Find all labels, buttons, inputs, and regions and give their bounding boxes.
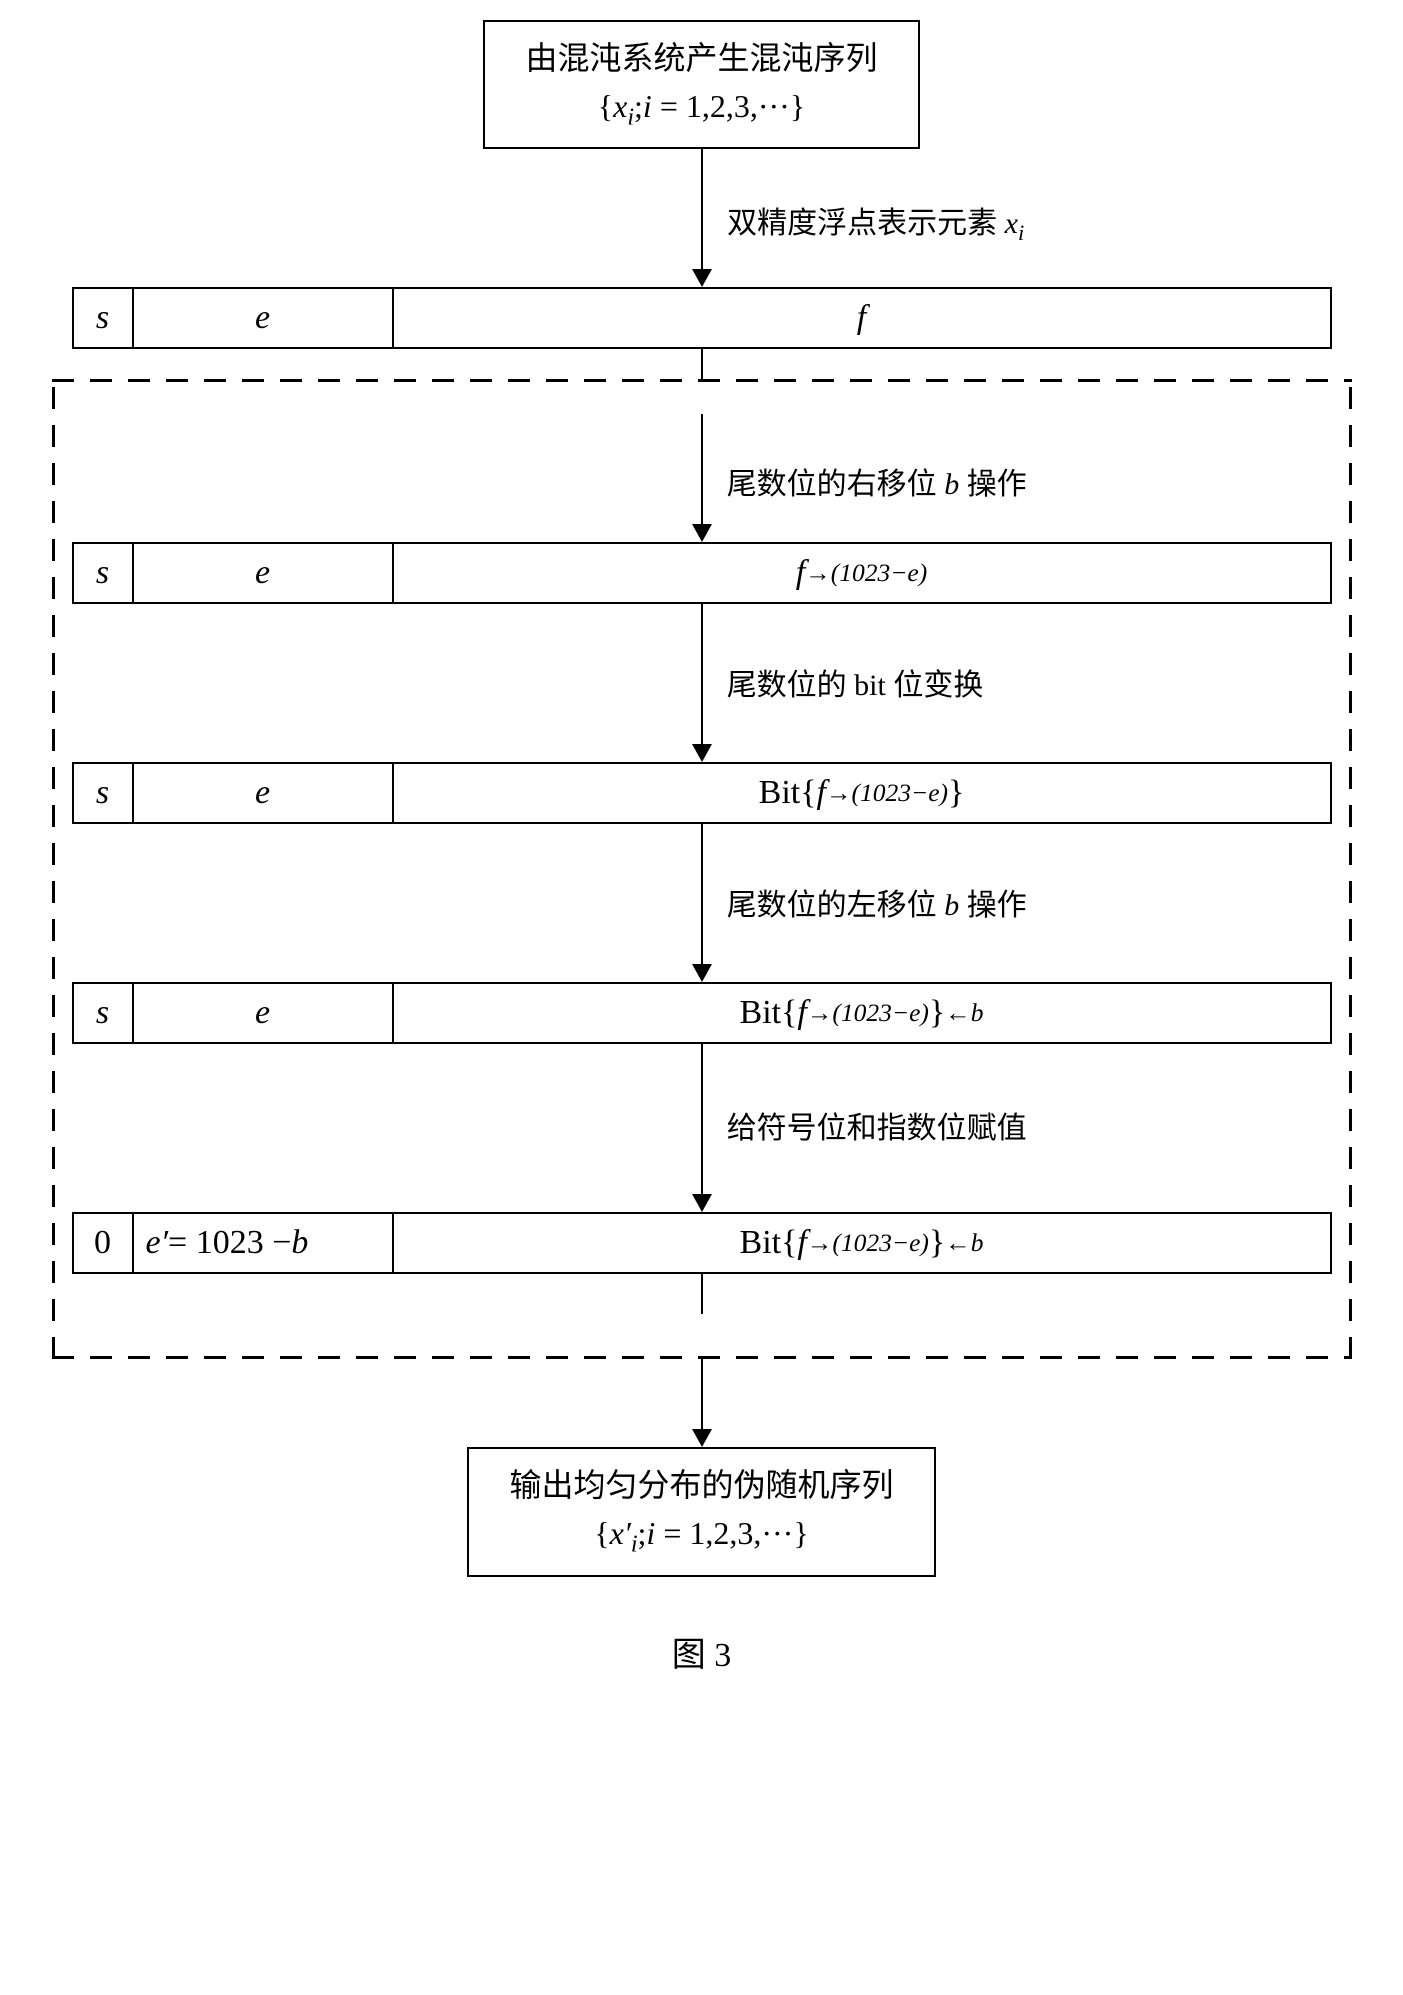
arrow-1: 双精度浮点表示元素 xi bbox=[60, 149, 1343, 287]
arrow-6-top bbox=[72, 1274, 1332, 1314]
end-box: 输出均匀分布的伪随机序列 {x′i;i = 1,2,3,···} bbox=[467, 1447, 935, 1576]
arrow-6 bbox=[60, 1359, 1343, 1447]
flowchart-container: 由混沌系统产生混沌序列 {xi;i = 1,2,3,···} 双精度浮点表示元素… bbox=[60, 20, 1343, 1676]
end-title: 输出均匀分布的伪随机序列 bbox=[509, 1461, 893, 1509]
cell-s-5: 0 bbox=[74, 1214, 134, 1272]
start-box: 由混沌系统产生混沌序列 {xi;i = 1,2,3,···} bbox=[483, 20, 919, 149]
arrow-5-label: 给符号位和指数位赋值 bbox=[727, 1103, 1027, 1147]
arrow-2: 尾数位的右移位 b 操作 bbox=[72, 414, 1332, 542]
arrow-4-label: 尾数位的左移位 b 操作 bbox=[727, 880, 1027, 924]
cell-s-3: s bbox=[74, 764, 134, 822]
arrow-5: 给符号位和指数位赋值 bbox=[72, 1044, 1332, 1212]
cell-e-4: e bbox=[134, 984, 394, 1042]
arrow-3-label: 尾数位的 bit 位变换 bbox=[727, 660, 984, 704]
arrow-2-label: 尾数位的右移位 b 操作 bbox=[727, 459, 1027, 503]
arrow-1-label: 双精度浮点表示元素 xi bbox=[727, 198, 1024, 246]
cell-f-1: f bbox=[394, 289, 1330, 347]
arrow-3: 尾数位的 bit 位变换 bbox=[72, 604, 1332, 762]
start-title: 由混沌系统产生混沌序列 bbox=[525, 34, 877, 82]
cell-s-1: s bbox=[74, 289, 134, 347]
cell-s-4: s bbox=[74, 984, 134, 1042]
field-row-2: s e f→(1023−e) bbox=[72, 542, 1332, 604]
end-formula: {x′i;i = 1,2,3,···} bbox=[509, 1509, 893, 1562]
cell-f-3: Bit{f→(1023−e)} bbox=[394, 764, 1330, 822]
arrow-4: 尾数位的左移位 b 操作 bbox=[72, 824, 1332, 982]
cell-e-2: e bbox=[134, 544, 394, 602]
cell-f-2: f→(1023−e) bbox=[394, 544, 1330, 602]
arrow-2-top bbox=[60, 349, 1343, 379]
cell-f-5: Bit{f→(1023−e)}←b bbox=[394, 1214, 1330, 1272]
cell-e-3: e bbox=[134, 764, 394, 822]
field-row-4: s e Bit{f→(1023−e)}←b bbox=[72, 982, 1332, 1044]
figure-caption: 图 3 bbox=[60, 1627, 1343, 1676]
cell-s-2: s bbox=[74, 544, 134, 602]
dashed-process-box: 尾数位的右移位 b 操作 s e f→(1023−e) 尾数位的 bit 位变换… bbox=[52, 379, 1352, 1359]
cell-e-5: e′ = 1023 − b bbox=[134, 1214, 394, 1272]
field-row-5: 0 e′ = 1023 − b Bit{f→(1023−e)}←b bbox=[72, 1212, 1332, 1274]
field-row-3: s e Bit{f→(1023−e)} bbox=[72, 762, 1332, 824]
start-formula: {xi;i = 1,2,3,···} bbox=[525, 82, 877, 135]
field-row-1: s e f bbox=[72, 287, 1332, 349]
cell-f-4: Bit{f→(1023−e)}←b bbox=[394, 984, 1330, 1042]
cell-e-1: e bbox=[134, 289, 394, 347]
